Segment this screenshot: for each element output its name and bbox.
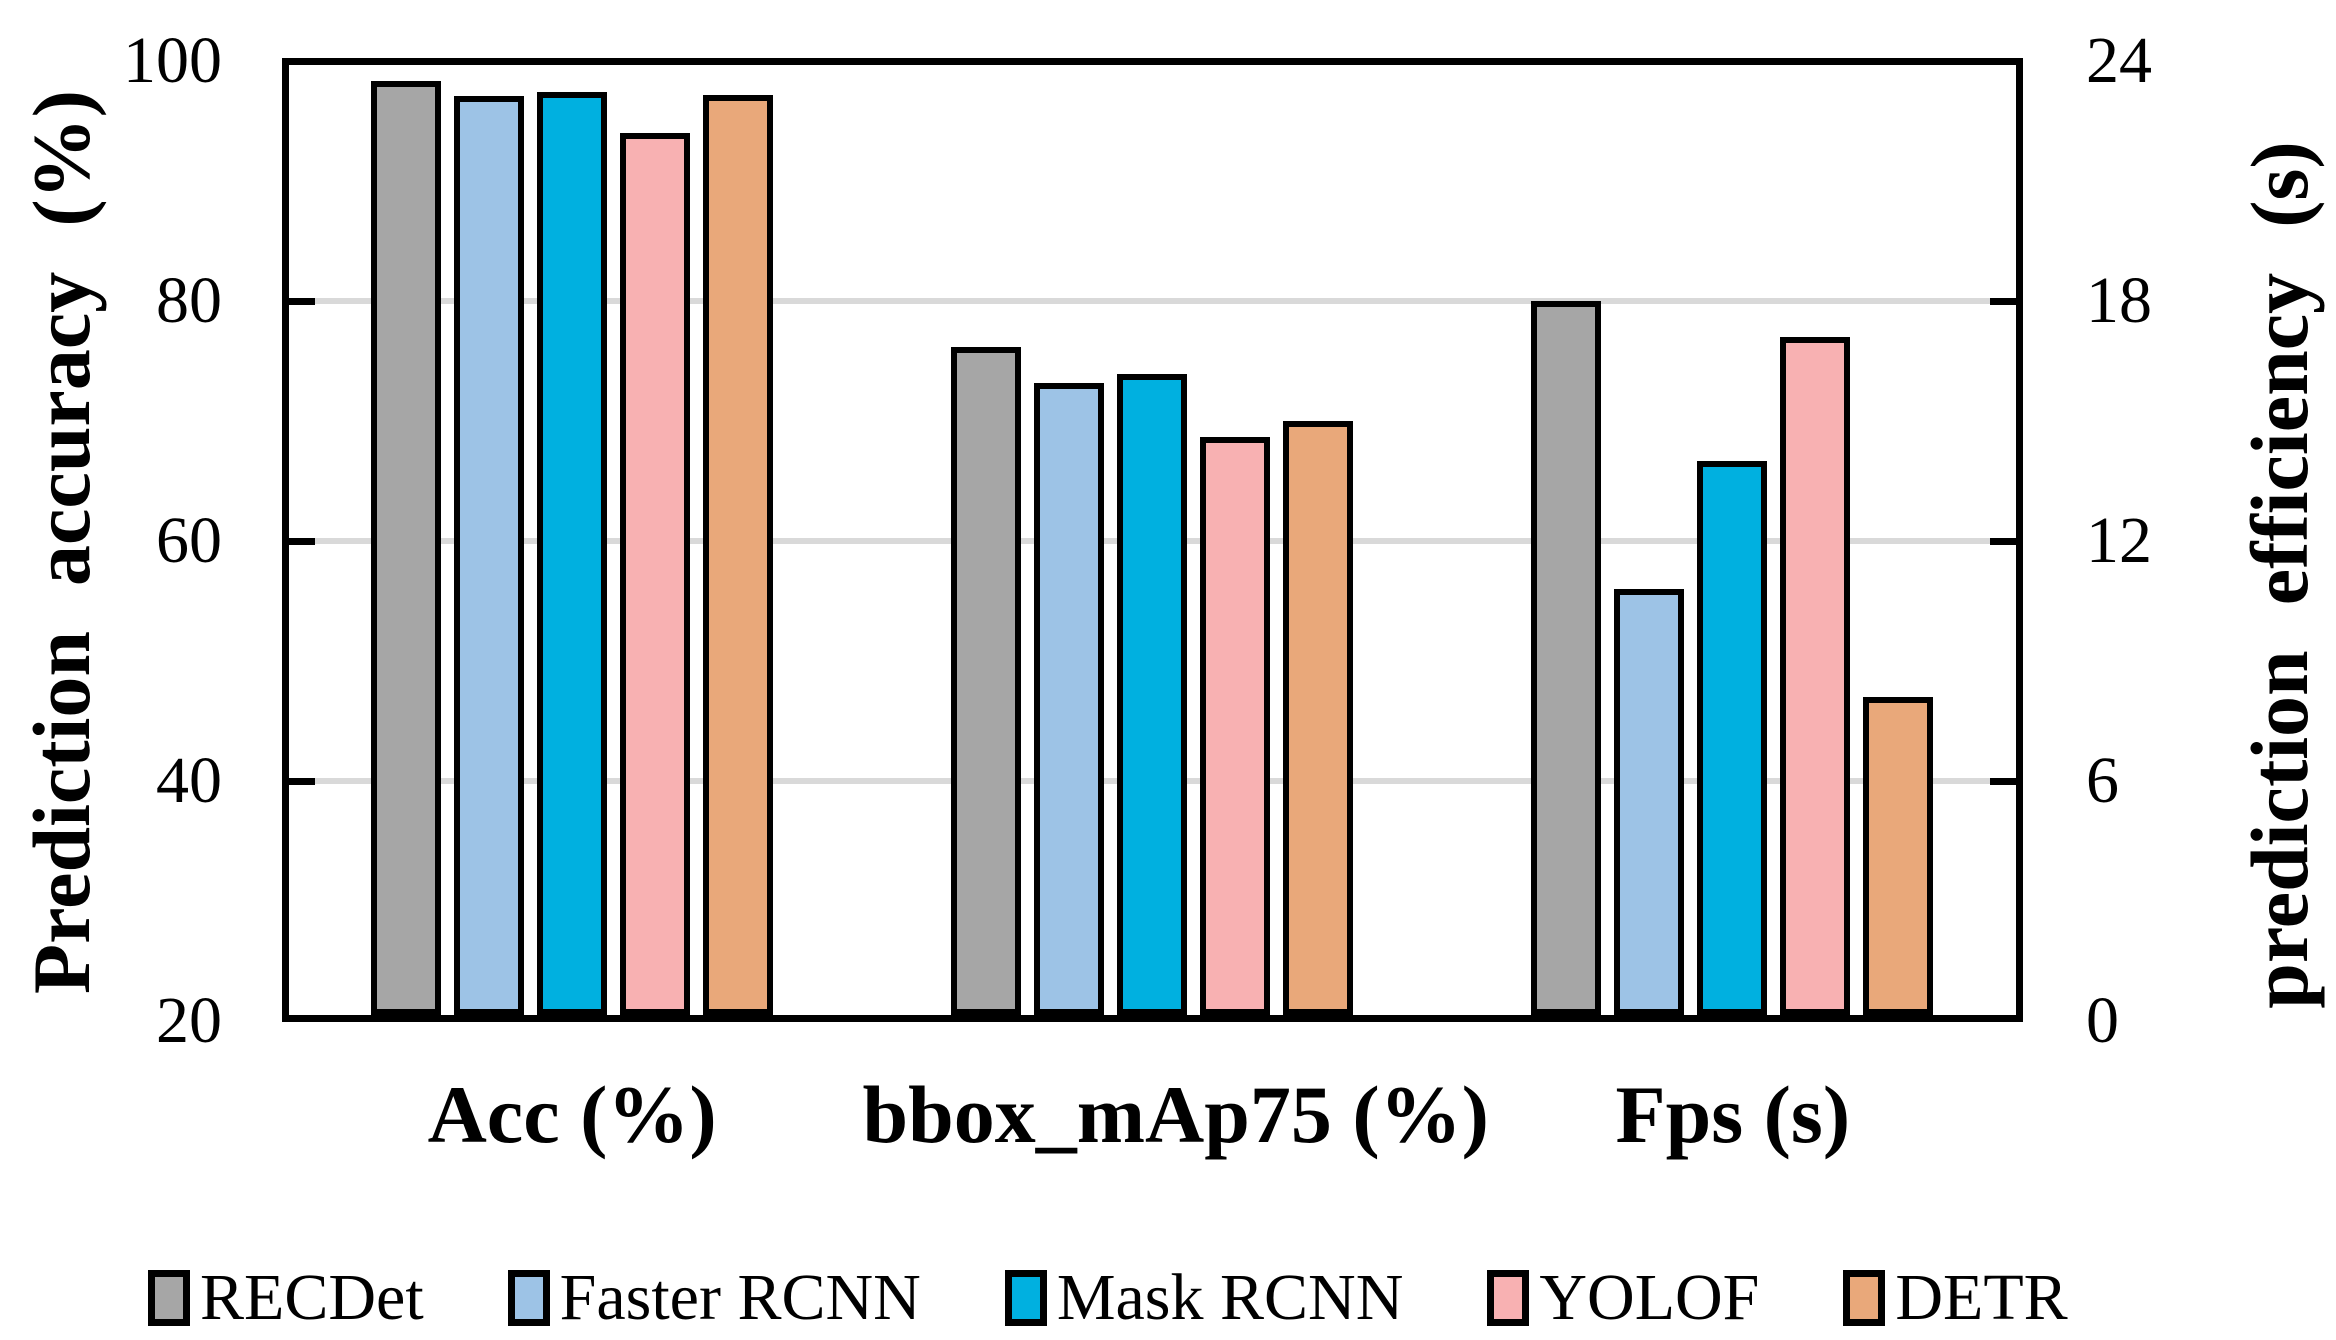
- bar-recdet-cat1: [951, 346, 1021, 1015]
- category-label-1: bbox_mAp75 (%): [862, 1069, 1489, 1160]
- bar-yolof-cat0: [619, 133, 690, 1015]
- bar-detr-cat1: [1283, 421, 1353, 1015]
- legend-label: DETR: [1895, 1261, 2068, 1334]
- bar-yolof-cat2: [1780, 337, 1851, 1015]
- right-axis-tick-80: [1990, 298, 2016, 305]
- legend-swatch-icon: [148, 1270, 190, 1326]
- left-tick-label-40: 40: [156, 744, 222, 817]
- legend-item-mask-rcnn: Mask RCNN: [1004, 1258, 1404, 1338]
- left-tick-label-80: 80: [156, 264, 222, 337]
- gridline-80: [289, 298, 2016, 304]
- right-axis-title: prediction efficiency (s): [2234, 141, 2325, 1009]
- right-tick-label-12: 12: [2086, 504, 2152, 577]
- bar-mask-rcnn-cat1: [1117, 374, 1187, 1015]
- legend-swatch-icon: [1843, 1270, 1886, 1326]
- legend-swatch-icon: [1004, 1270, 1047, 1326]
- bar-mask-rcnn-cat0: [536, 92, 607, 1015]
- legend-item-yolof: YOLOF: [1487, 1258, 1759, 1338]
- right-tick-label-0: 0: [2086, 984, 2119, 1057]
- bar-faster-rcnn-cat1: [1034, 382, 1104, 1015]
- bar-recdet-cat0: [370, 81, 441, 1015]
- plot-area: [282, 58, 2023, 1022]
- right-axis-tick-60: [1990, 538, 2016, 545]
- left-tick-label-100: 100: [123, 24, 222, 97]
- right-tick-label-24: 24: [2086, 24, 2152, 97]
- left-axis-tick-60: [289, 538, 315, 545]
- legend-label: Faster RCNN: [559, 1261, 921, 1334]
- category-label-0: Acc (%): [427, 1069, 717, 1160]
- legend-item-faster-rcnn: Faster RCNN: [507, 1258, 921, 1338]
- left-axis-tick-40: [289, 778, 315, 785]
- legend-item-recdet: RECDet: [148, 1258, 424, 1338]
- bar-faster-rcnn-cat2: [1614, 589, 1685, 1015]
- bar-detr-cat2: [1863, 697, 1934, 1015]
- bar-mask-rcnn-cat2: [1697, 461, 1768, 1015]
- legend-label: YOLOF: [1539, 1261, 1760, 1334]
- right-tick-label-18: 18: [2086, 264, 2152, 337]
- left-tick-label-60: 60: [156, 504, 222, 577]
- legend-swatch-icon: [1487, 1270, 1530, 1326]
- left-tick-label-20: 20: [156, 984, 222, 1057]
- legend-label: RECDet: [200, 1261, 424, 1334]
- legend: RECDet Faster RCNN Mask RCNN YOLOF DETR: [148, 1258, 2068, 1338]
- bar-detr-cat0: [702, 94, 773, 1015]
- bar-yolof-cat1: [1200, 436, 1270, 1015]
- right-tick-label-6: 6: [2086, 744, 2119, 817]
- bar-faster-rcnn-cat0: [453, 95, 524, 1015]
- right-axis-tick-40: [1990, 778, 2016, 785]
- legend-item-detr: DETR: [1843, 1258, 2068, 1338]
- left-axis-tick-80: [289, 298, 315, 305]
- category-label-2: Fps (s): [1615, 1069, 1851, 1160]
- legend-swatch-icon: [507, 1270, 550, 1326]
- bar-recdet-cat2: [1531, 301, 1602, 1015]
- legend-label: Mask RCNN: [1056, 1261, 1404, 1334]
